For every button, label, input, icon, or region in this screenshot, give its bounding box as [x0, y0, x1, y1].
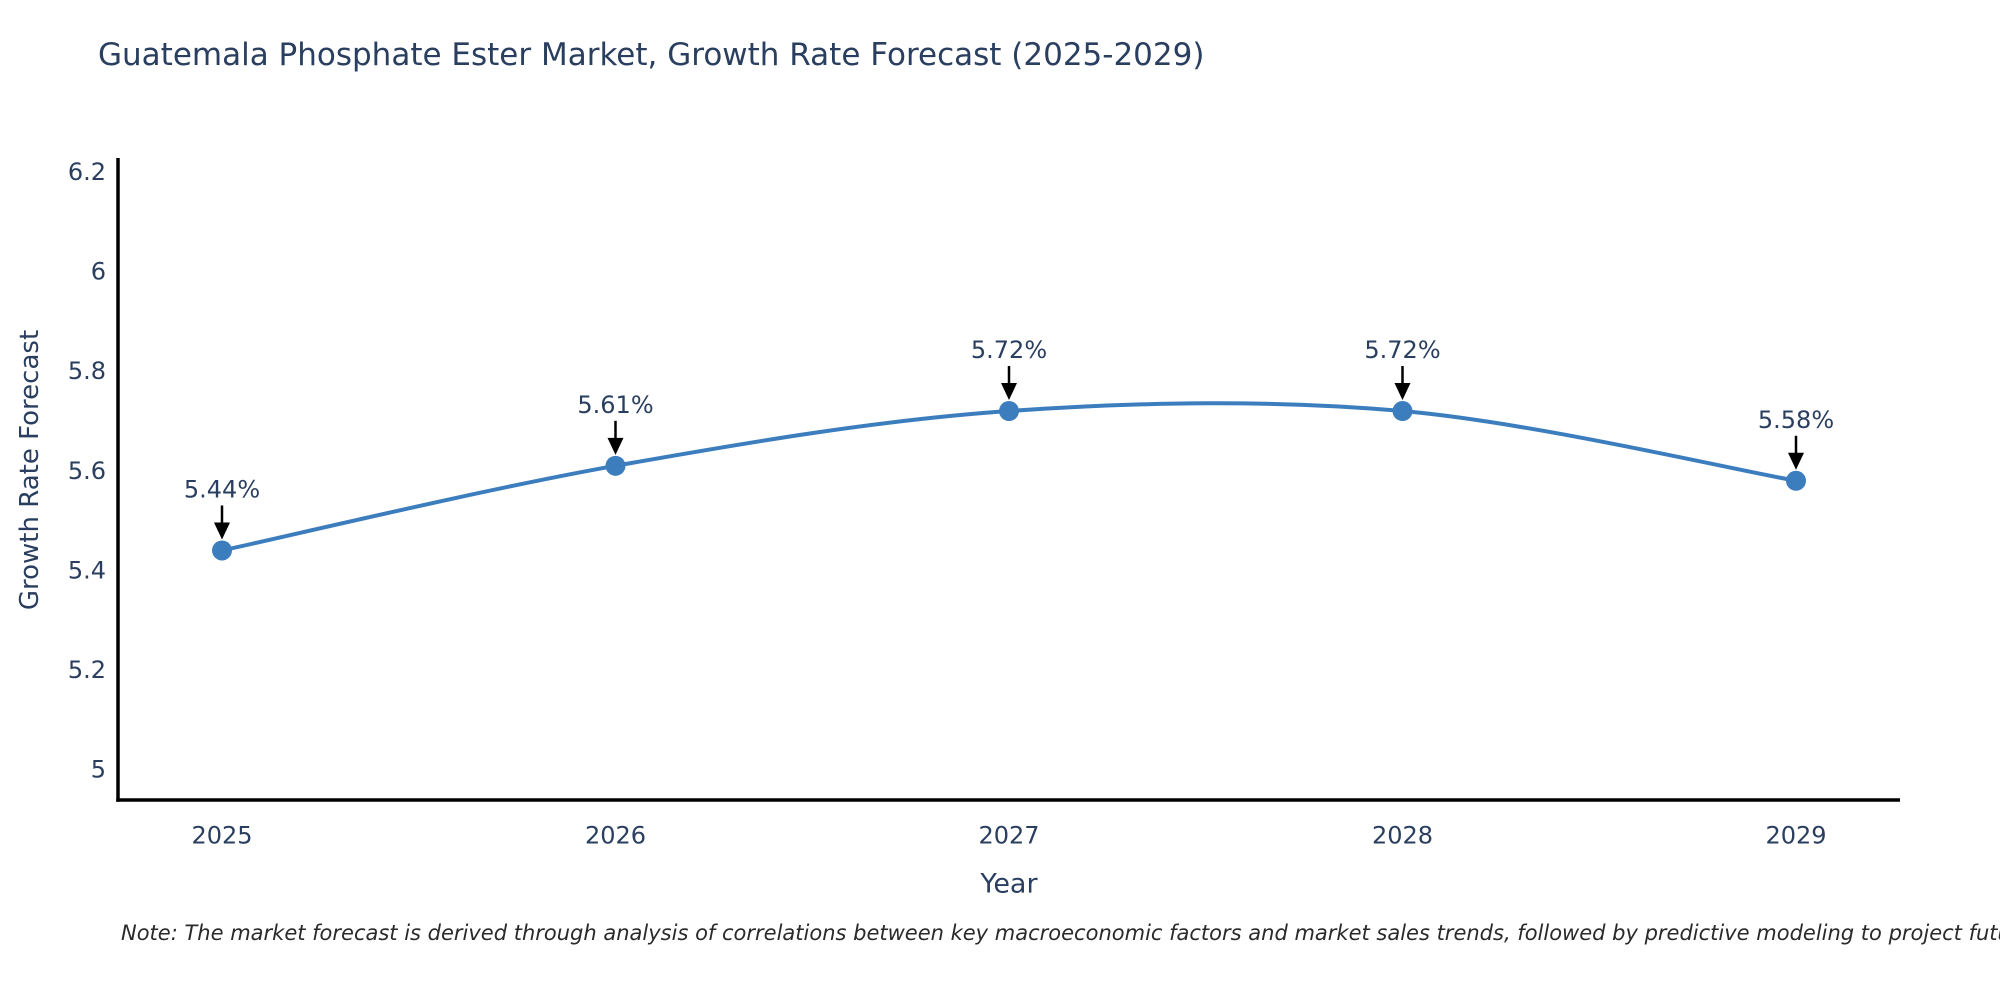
y-tick-label: 5 — [91, 756, 106, 784]
data-point-label: 5.72% — [971, 336, 1047, 364]
data-point-marker[interactable] — [212, 540, 232, 561]
data-point-marker[interactable] — [999, 401, 1019, 422]
x-tick-label: 2025 — [191, 822, 252, 850]
data-point-marker[interactable] — [1786, 470, 1806, 491]
y-axis-title: Growth Rate Forecast — [15, 330, 45, 610]
y-tick-label: 5.6 — [68, 457, 106, 485]
x-tick-label: 2029 — [1765, 822, 1826, 850]
data-point-marker[interactable] — [1392, 401, 1413, 422]
data-point-label: 5.72% — [1364, 336, 1440, 364]
footnote: Note: The market forecast is derived thr… — [121, 921, 2000, 945]
data-point-label: 5.58% — [1758, 406, 1834, 434]
chart-title: Guatemala Phosphate Ester Market, Growth… — [98, 37, 1205, 73]
y-tick-label: 5.2 — [68, 656, 106, 684]
y-tick-label: 5.4 — [68, 556, 106, 584]
annotation-arrowhead-icon — [1001, 383, 1017, 401]
annotation-arrowhead-icon — [1394, 383, 1411, 401]
x-axis-title: Year — [979, 869, 1038, 900]
y-tick-label: 6.2 — [68, 158, 106, 186]
x-tick-label: 2027 — [978, 822, 1039, 850]
data-point-marker[interactable] — [605, 455, 626, 476]
annotation-arrowhead-icon — [214, 522, 230, 540]
annotation-arrowhead-icon — [607, 437, 624, 455]
y-tick-label: 6 — [91, 258, 106, 286]
annotation-arrowhead-icon — [1788, 452, 1804, 470]
x-tick-label: 2026 — [585, 822, 646, 850]
y-tick-label: 5.8 — [68, 357, 106, 385]
data-point-label: 5.44% — [184, 475, 260, 503]
data-point-label: 5.61% — [577, 391, 653, 419]
x-tick-label: 2028 — [1372, 822, 1433, 850]
forecast-line — [220, 401, 1798, 553]
